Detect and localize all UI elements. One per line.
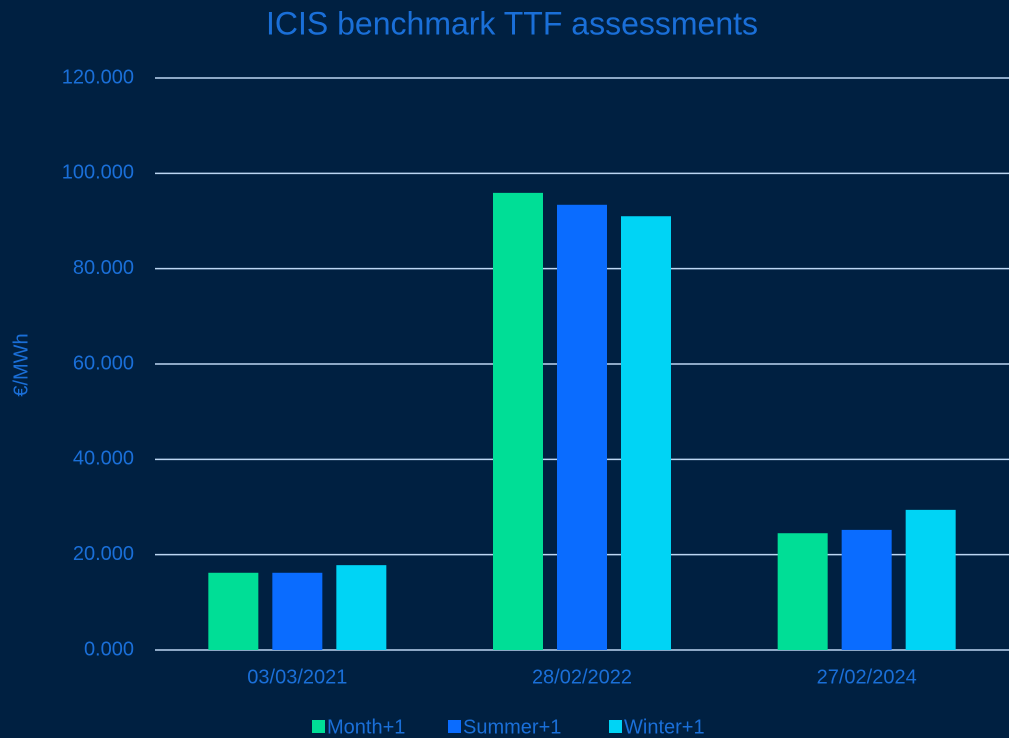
legend-swatch — [448, 720, 461, 733]
chart-title: ICIS benchmark TTF assessments — [266, 5, 758, 41]
legend-swatch — [312, 720, 325, 733]
y-tick-label: 40.000 — [73, 448, 134, 470]
bar — [493, 192, 543, 651]
y-tick-label: 0.000 — [84, 638, 134, 660]
bar — [208, 572, 259, 650]
bar — [777, 533, 828, 650]
legend-label: Winter+1 — [624, 716, 705, 738]
y-tick-label: 120.000 — [62, 66, 134, 88]
legend-label: Month+1 — [327, 716, 405, 738]
legend-label: Summer+1 — [463, 716, 561, 738]
bar — [557, 204, 607, 650]
y-tick-label: 100.000 — [62, 162, 134, 184]
y-tick-label: 80.000 — [73, 257, 134, 279]
legend-swatch — [609, 720, 622, 733]
y-tick-label: 20.000 — [73, 543, 134, 565]
bar — [621, 216, 671, 650]
bar — [336, 565, 387, 650]
x-tick-label: 27/02/2024 — [817, 666, 917, 688]
x-tick-label: 28/02/2022 — [532, 666, 632, 688]
x-tick-label: 03/03/2021 — [247, 666, 347, 688]
bar — [272, 572, 323, 650]
bar — [905, 509, 956, 650]
y-axis-label: €/MWh — [10, 333, 32, 396]
y-tick-label: 60.000 — [73, 352, 134, 374]
bar — [841, 529, 892, 650]
